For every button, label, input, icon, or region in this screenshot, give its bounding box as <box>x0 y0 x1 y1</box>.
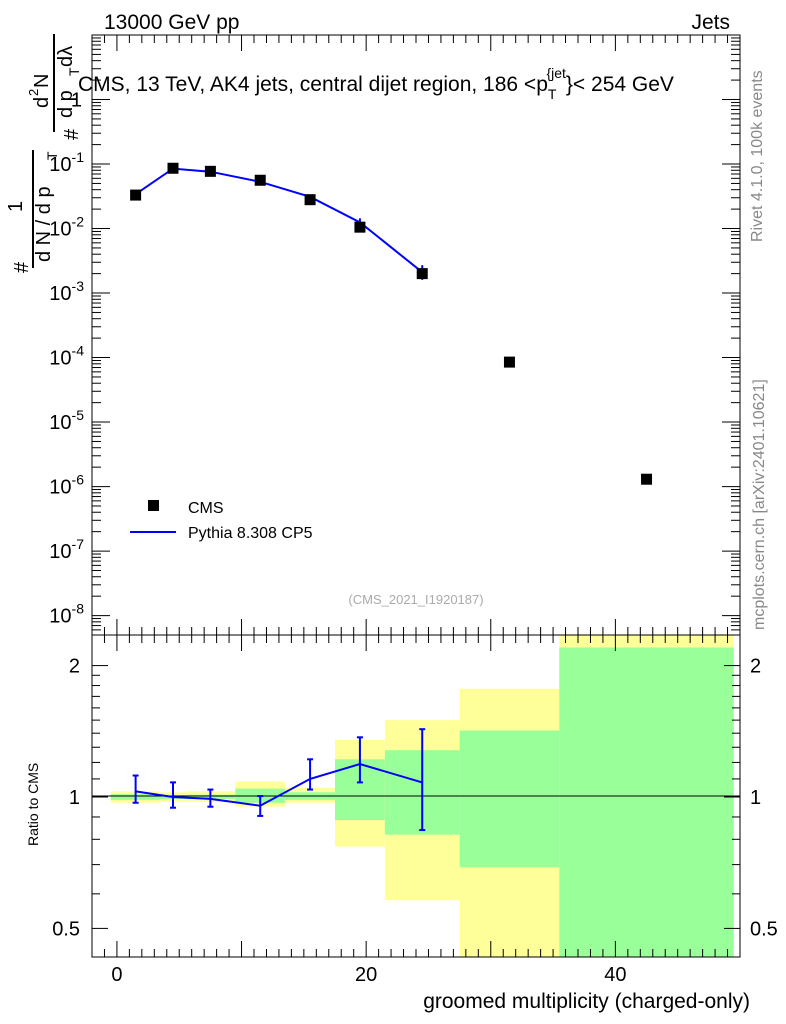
plot-title-sub: T <box>548 86 557 102</box>
y-label-hash-1: # <box>11 261 33 273</box>
cms-data-point <box>254 174 266 186</box>
ratio-y-tick-label-left: 1 <box>69 787 80 809</box>
x-tick-labels: 0 20 40 <box>111 964 626 986</box>
ratio-band-inner <box>459 730 560 868</box>
y-label-num-den-t: T <box>66 67 82 76</box>
y-tick-label: 10-8 <box>49 601 84 628</box>
cms-data-point <box>503 356 515 368</box>
rivet-label: Rivet 4.1.0, 100k events <box>749 70 766 242</box>
ratio-frame <box>91 634 741 958</box>
y-tick-label: 10-7 <box>49 536 84 563</box>
cms-data-point <box>167 162 179 174</box>
header-left: 13000 GeV pp <box>104 11 239 34</box>
header-right: Jets <box>691 11 730 34</box>
analysis-watermark: (CMS_2021_I1920187) <box>348 592 483 607</box>
cms-data-point <box>130 189 142 201</box>
plot-title: CMS, 13 TeV, AK4 jets, central dijet reg… <box>78 65 674 102</box>
x-axis-label: groomed multiplicity (charged-only) <box>423 990 750 1013</box>
main-y-tick-labels: 10-8 10-7 10-6 10-5 10-4 10-3 10-2 10-1 1 <box>49 90 84 628</box>
y-tick-label: 1 <box>71 90 82 112</box>
y-tick-label: 10-4 <box>49 343 84 370</box>
main-panel: 10-8 10-7 10-6 10-5 10-4 10-3 10-2 10-1 1 CMS, 1… <box>5 34 741 636</box>
ratio-y-label: Ratio to CMS <box>25 763 41 846</box>
y-tick-label: 10-5 <box>49 407 84 434</box>
cms-data-point <box>641 473 653 485</box>
plot-title-sup: {jet <box>546 65 566 81</box>
y-label-hash-2: # <box>61 128 83 140</box>
cms-data-point <box>204 165 216 177</box>
x-tick-label: 40 <box>604 964 626 986</box>
plot-title-main: CMS, 13 TeV, AK4 jets, central dijet reg… <box>78 73 548 96</box>
ratio-band-inner <box>559 647 734 957</box>
legend-marker-cms <box>148 500 159 511</box>
ratio-y-tick-label-left: 0.5 <box>52 918 80 940</box>
y-tick-label: 10-2 <box>49 214 84 241</box>
y-label-den: d N / d p <box>33 186 55 262</box>
y-label-den-t: T <box>44 151 60 160</box>
ratio-y-tick-label-right: 1 <box>750 787 761 809</box>
y-label-num-n: N <box>31 74 53 88</box>
ratio-ticks <box>91 635 741 957</box>
ratio-panel: 0.5 0.5 1 1 2 2 0 20 40 Ratio to CMS groomed mu… <box>25 634 778 1013</box>
y-label-num-den: d p <box>55 90 77 118</box>
mcplots-label: mcplots.cern.ch [arXiv:2401.10621] <box>751 379 768 630</box>
cms-data-point <box>304 194 316 206</box>
plot-title-tail: }< 254 GeV <box>566 73 674 96</box>
legend-label-cms: CMS <box>188 500 224 517</box>
main-x-ticks <box>91 35 741 635</box>
y-tick-label: 10-6 <box>49 472 84 499</box>
y-tick-label: 10-3 <box>49 278 84 305</box>
cms-data-point <box>416 268 428 280</box>
y-label-dl: dλ <box>55 46 77 67</box>
ratio-y-tick-label-left: 2 <box>69 656 80 678</box>
y-label-num: d <box>31 97 53 108</box>
main-y-label: # 1 d N / d p T # d 2 N d p T dλ <box>5 34 83 273</box>
x-tick-label: 20 <box>355 964 377 986</box>
x-tick-label: 0 <box>111 964 122 986</box>
main-series <box>130 162 653 485</box>
ratio-y-tick-label-right: 2 <box>750 656 761 678</box>
main-y-ticks <box>92 34 740 636</box>
pythia-line <box>135 167 423 273</box>
ratio-y-tick-labels: 0.5 0.5 1 1 2 2 <box>52 656 778 941</box>
legend: CMS Pythia 8.308 CP5 <box>130 500 313 542</box>
ratio-series <box>132 728 426 832</box>
cms-data-point <box>354 221 366 233</box>
y-tick-label: 10-1 <box>49 149 84 176</box>
y-label-one: 1 <box>5 201 27 212</box>
legend-label-pythia: Pythia 8.308 CP5 <box>188 525 313 542</box>
ratio-y-tick-label-right: 0.5 <box>750 918 778 940</box>
main-frame <box>91 34 741 636</box>
y-label-num-sup: 2 <box>26 89 41 96</box>
